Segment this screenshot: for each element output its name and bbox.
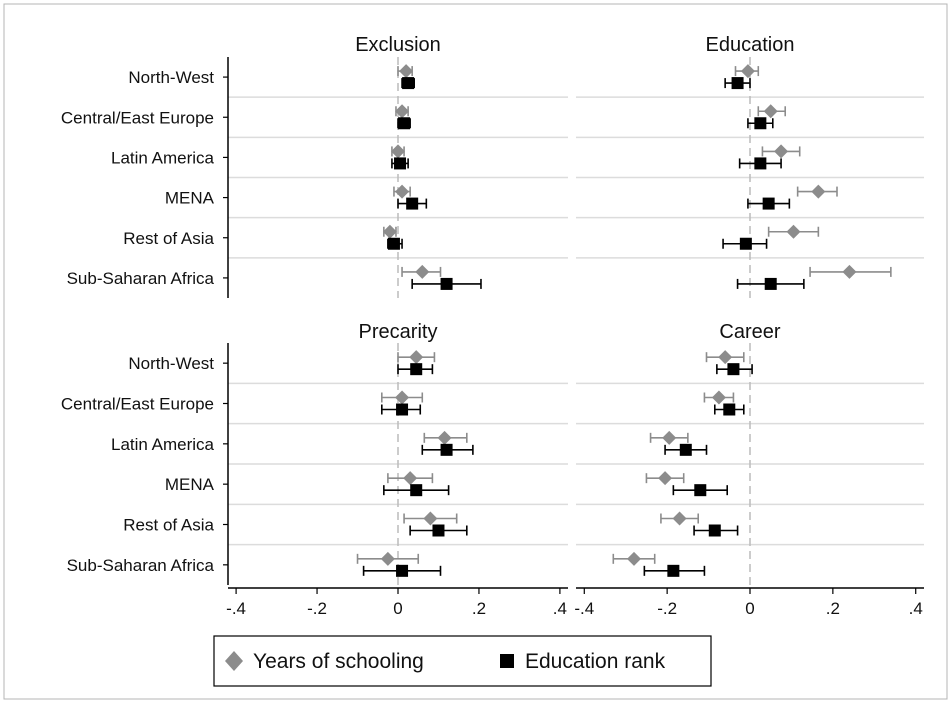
point-years-of-schooling [740, 64, 755, 79]
row-label: North-West [128, 68, 214, 87]
point-years-of-schooling [718, 350, 733, 365]
x-tick-label: .4 [909, 599, 923, 618]
panel-title: Career [719, 321, 780, 343]
point-education-rank [667, 564, 680, 577]
legend-marker-years-of-schooling [225, 651, 243, 671]
point-education-rank [708, 524, 721, 537]
x-tick-label: -.2 [657, 599, 677, 618]
point-education-rank [440, 443, 453, 456]
row-label: Sub-Saharan Africa [67, 269, 215, 288]
point-years-of-schooling [382, 224, 397, 239]
panel-title: Education [706, 34, 795, 56]
point-years-of-schooling [811, 184, 826, 199]
panel-exclusion: Exclusion North-West Central/East Europe La… [61, 34, 568, 298]
row-label: MENA [165, 475, 215, 494]
point-years-of-schooling [842, 264, 857, 279]
point-education-rank [731, 77, 744, 90]
point-years-of-schooling [423, 511, 438, 526]
legend: Years of schooling Education rank [213, 635, 712, 687]
point-years-of-schooling [672, 511, 687, 526]
row-label: Rest of Asia [123, 229, 214, 248]
point-years-of-schooling [711, 390, 726, 405]
row-label: Sub-Saharan Africa [67, 556, 215, 575]
point-years-of-schooling [380, 551, 395, 566]
point-education-rank [739, 237, 752, 250]
point-education-rank [410, 363, 423, 376]
point-years-of-schooling [774, 144, 789, 159]
point-education-rank [410, 484, 423, 497]
point-years-of-schooling [403, 471, 418, 486]
point-education-rank [387, 237, 400, 250]
legend-box [213, 635, 712, 687]
panel-title: Precarity [359, 321, 438, 343]
point-education-rank [754, 157, 767, 170]
point-years-of-schooling [658, 471, 673, 486]
point-years-of-schooling [391, 144, 405, 159]
point-education-rank [764, 277, 777, 290]
point-years-of-schooling [409, 350, 424, 365]
point-education-rank [679, 443, 692, 456]
point-years-of-schooling [763, 104, 778, 119]
legend-label-years-of-schooling: Years of schooling [253, 650, 424, 673]
legend-marker-education-rank [500, 654, 514, 668]
panel-title: Exclusion [355, 34, 441, 56]
point-education-rank [694, 484, 707, 497]
outer-frame [3, 3, 948, 700]
point-education-rank [754, 117, 767, 130]
row-label: North-West [128, 354, 214, 373]
point-education-rank [398, 117, 411, 130]
x-tick-label: -.4 [226, 599, 246, 618]
point-education-rank [402, 77, 415, 90]
row-label: Latin America [111, 435, 215, 454]
row-label: Latin America [111, 148, 215, 167]
row-label: Central/East Europe [61, 395, 214, 414]
x-tick-label: 0 [393, 599, 402, 618]
panel-career: Career -.4 -.2 0 .2 .4 [574, 321, 924, 618]
point-education-rank [396, 403, 409, 416]
point-years-of-schooling [395, 184, 410, 199]
point-years-of-schooling [395, 390, 410, 405]
legend-label-education-rank: Education rank [525, 650, 666, 673]
point-years-of-schooling [415, 264, 430, 279]
x-tick-label: -.4 [574, 599, 594, 618]
point-years-of-schooling [399, 64, 414, 79]
row-label: MENA [165, 189, 215, 208]
point-education-rank [723, 403, 736, 416]
x-tick-label: .2 [826, 599, 840, 618]
point-years-of-schooling [395, 104, 410, 119]
panel-education: Education [576, 34, 924, 298]
point-education-rank [394, 157, 407, 170]
point-education-rank [762, 197, 775, 210]
point-education-rank [727, 363, 740, 376]
point-education-rank [432, 524, 445, 537]
point-education-rank [396, 564, 409, 577]
point-years-of-schooling [437, 430, 452, 445]
x-tick-label: 0 [745, 599, 754, 618]
point-years-of-schooling [786, 224, 801, 239]
x-tick-label: .4 [553, 599, 567, 618]
row-label: Rest of Asia [123, 516, 214, 535]
panel-precarity: Precarity North-West Central/East Europe La… [61, 321, 568, 618]
row-label: Central/East Europe [61, 108, 214, 127]
x-tick-label: .2 [472, 599, 486, 618]
point-years-of-schooling [662, 430, 677, 445]
point-years-of-schooling [627, 551, 641, 566]
point-education-rank [440, 277, 453, 290]
point-education-rank [406, 197, 419, 210]
x-tick-label: -.2 [307, 599, 327, 618]
